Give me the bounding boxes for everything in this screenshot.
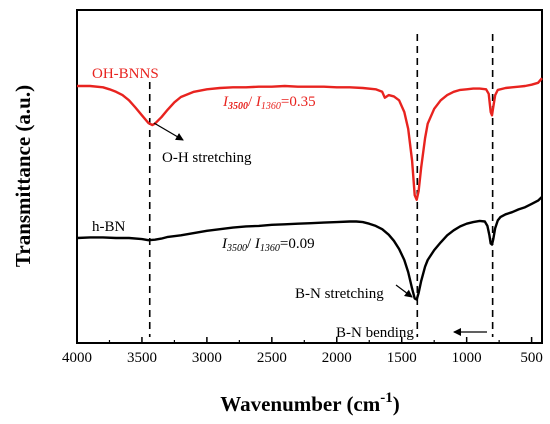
x-tick-label-4000: 4000 [62, 350, 92, 366]
ratio-hbn-sub2: 1360 [260, 243, 280, 254]
x-tick-label-500: 500 [520, 350, 543, 366]
ratio-oh-slash: / [248, 94, 256, 110]
series-label-h-bn: h-BN [92, 219, 126, 235]
y-axis-title: Transmittance (a.u.) [11, 85, 35, 267]
x-axis-title: Wavenumber (cm-1) [220, 390, 400, 416]
x-tick-label-3500: 3500 [127, 350, 157, 366]
x-tick-label-2000: 2000 [322, 350, 352, 366]
series-layer [76, 77, 543, 301]
ratio-hbn-value: =0.09 [280, 236, 315, 252]
oh-stretching-label: O-H stretching [162, 150, 252, 166]
ratio-hbn-sub1: 3500 [226, 243, 247, 254]
ratio-oh-sub2: 1360 [261, 101, 281, 112]
x-axis-ticks: 4000 3500 3000 2500 2000 1500 1000 500 [62, 337, 543, 366]
oh-stretching-arrow [153, 122, 184, 141]
ratio-hbn-slash: / [247, 236, 255, 252]
x-tick-label-2500: 2500 [257, 350, 287, 366]
x-tick-label-3000: 3000 [192, 350, 222, 366]
ratio-annotation-h-bn: I3500/ I1360=0.09 [221, 236, 315, 254]
bn-bending-label: B-N bending [336, 325, 414, 341]
ratio-oh-value: =0.35 [281, 94, 316, 110]
plot-frame [76, 9, 543, 344]
bn-stretching-arrow [395, 284, 413, 298]
series-label-oh-bnns: OH-BNNS [92, 66, 159, 82]
x-axis-title-close: ) [393, 392, 400, 416]
x-axis-title-exponent: -1 [380, 390, 393, 406]
bn-stretching-label: B-N stretching [295, 286, 384, 302]
series-line-h-bn [76, 195, 543, 301]
x-tick-label-1500: 1500 [387, 350, 417, 366]
ratio-oh-sub1: 3500 [227, 101, 248, 112]
ratio-annotation-oh-bnns: I3500/ I1360=0.35 [222, 94, 316, 112]
x-tick-label-1000: 1000 [452, 350, 482, 366]
